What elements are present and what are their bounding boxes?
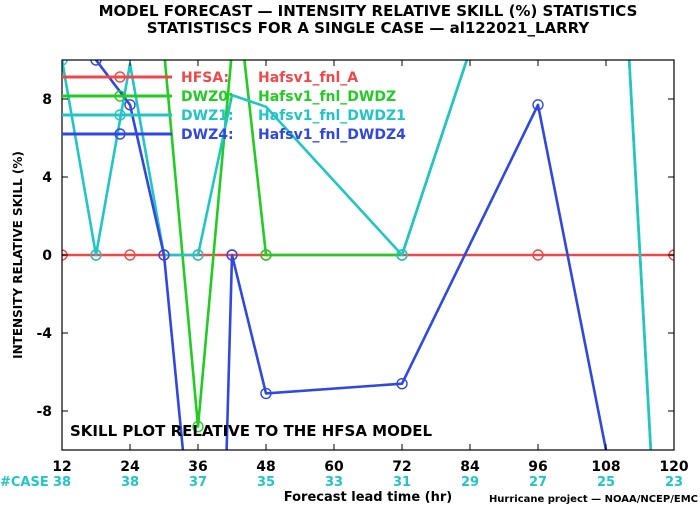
x-tick-label: 24 [120, 459, 140, 475]
legend-marker [114, 109, 126, 121]
x-tick-label: 12 [52, 459, 71, 475]
x-tick-label: 36 [188, 459, 207, 475]
x-tick-label: 108 [591, 459, 620, 475]
case-count: 23 [665, 475, 683, 490]
x-tick-label: 60 [324, 459, 344, 475]
data-point-hafsv1-fnl-dwdz1 [396, 249, 408, 261]
y-tick-label: 4 [42, 170, 52, 186]
chart-subtitle: STATISTISCS FOR A SINGLE CASE — al122021… [147, 19, 591, 37]
data-point-hafsv1-fnl-dwdz [192, 420, 204, 433]
case-count: 35 [257, 475, 275, 490]
x-tick-label: 72 [392, 459, 411, 475]
legend-desc-hafsv1-fnl-dwdz4: Hafsv1_fnl_DWDZ4 [258, 127, 406, 143]
data-point-hafsv1-fnl-dwdz4 [158, 249, 170, 261]
series-line-hafsv1-fnl-dwdz1 [62, 60, 653, 450]
x-axis-label: Forecast lead time (hr) [284, 490, 452, 505]
y-tick-label: 0 [42, 248, 52, 264]
case-count: 31 [393, 475, 411, 490]
legend-desc-hafsv1-fnl-dwdz1: Hafsv1_fnl_DWDZ1 [258, 108, 406, 124]
x-tick-label: 84 [460, 459, 480, 475]
data-point-hafsv1-fnl-dwdz4 [90, 60, 102, 66]
data-point-hafsv1-fnl-dwdz1 [90, 249, 102, 261]
legend-name-hafsv1-fnl-dwdz: DWZ0: [181, 89, 234, 105]
data-point-hafsv1-fnl-dwdz4 [226, 249, 238, 261]
data-point-hafsv1-fnl-dwdz [260, 249, 272, 261]
credit-text: Hurricane project — NOAA/NCEP/EMC [489, 494, 698, 505]
case-label: #CASE [0, 475, 49, 490]
x-tick-label: 48 [256, 459, 275, 475]
legend-marker [114, 71, 126, 83]
legend-name-hafsv1-fnl-dwdz1: DWZ1: [181, 108, 234, 124]
data-point-hafsv1-fnl-a [124, 249, 136, 261]
case-count: 27 [529, 475, 547, 490]
data-point-hafsv1-fnl-dwdz1 [192, 249, 204, 261]
legend-marker [114, 128, 126, 140]
legend-desc-hafsv1-fnl-a: Hafsv1_fnl_A [258, 70, 358, 86]
y-tick-label: -4 [36, 326, 52, 342]
y-tick-label: 8 [42, 92, 52, 108]
y-tick-label: -8 [36, 404, 52, 420]
legend-name-hafsv1-fnl-a: HFSA: [181, 70, 229, 86]
series-layer [62, 60, 674, 450]
skill-plot-annotation: SKILL PLOT RELATIVE TO THE HFSA MODEL [70, 422, 433, 440]
case-count: 38 [121, 475, 139, 490]
series-line-hafsv1-fnl-dwdz4 [94, 60, 608, 450]
data-point-hafsv1-fnl-dwdz4 [396, 378, 408, 390]
case-count: 38 [53, 475, 71, 490]
case-counts: 38 38 37 35 33 31 29 27 25 23 [53, 475, 683, 490]
legend: HFSA: Hafsv1_fnl_A DWZ0: Hafsv1_fnl_DWDZ DWZ… [62, 70, 406, 143]
legend-desc-hafsv1-fnl-dwdz: Hafsv1_fnl_DWDZ [258, 89, 396, 105]
case-count: 25 [597, 475, 615, 490]
data-point-hafsv1-fnl-dwdz4 [260, 387, 272, 400]
data-point-hafsv1-fnl-a [532, 249, 544, 261]
y-axis-label: INTENSITY RELATIVE SKILL (%) [11, 151, 25, 359]
x-tick-label: 96 [528, 459, 547, 475]
series-line-hafsv1-fnl-dwdz [163, 60, 653, 450]
legend-name-hafsv1-fnl-dwdz4: DWZ4: [181, 127, 234, 143]
case-count: 37 [189, 475, 207, 490]
case-count: 33 [325, 475, 343, 490]
case-count: 29 [461, 475, 479, 490]
data-point-hafsv1-fnl-dwdz4 [532, 99, 544, 111]
legend-marker [114, 90, 126, 102]
data-point-hafsv1-fnl-dwdz4 [124, 99, 136, 111]
x-tick-label: 120 [659, 459, 688, 475]
chart-title: MODEL FORECAST — INTENSITY RELATIVE SKIL… [99, 2, 638, 20]
